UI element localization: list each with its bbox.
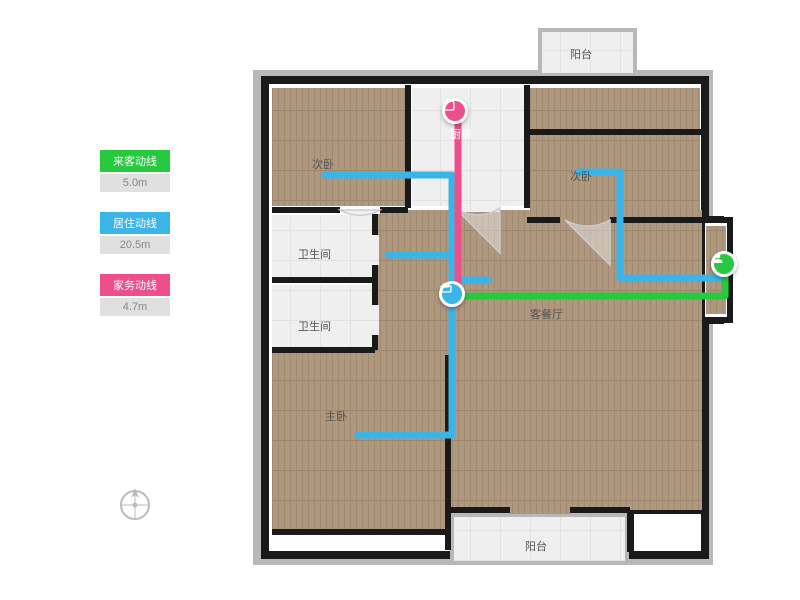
room-bathroom-2 [272,285,372,347]
label-living: 客餐厅 [530,306,563,322]
floorplan: 阳台 厨房 次卧 次卧 卫生间 卫生间 主卧 客餐厅 阳台 [230,20,750,580]
room-kitchen [412,88,525,206]
legend-panel: 来客动线 5.0m 居住动线 20.5m 家务动线 4.7m [100,150,170,336]
compass-icon [115,485,155,530]
legend-item-living: 居住动线 20.5m [100,212,170,254]
legend-item-guest: 来客动线 5.0m [100,150,170,192]
legend-label-guest: 来客动线 [100,150,170,172]
legend-label-chore: 家务动线 [100,274,170,296]
room-bedroom-left [272,88,405,206]
room-master [272,355,447,530]
legend-value-living: 20.5m [100,236,170,254]
legend-label-living: 居住动线 [100,212,170,234]
legend-value-chore: 4.7m [100,298,170,316]
guest-icon [711,251,737,277]
label-bedroom-right: 次卧 [570,168,592,184]
label-balcony-top: 阳台 [570,46,592,62]
label-balcony-bottom: 阳台 [525,538,547,554]
label-bathroom-2: 卫生间 [298,318,331,334]
floorplan-svg [230,20,750,580]
label-kitchen: 厨房 [450,126,472,142]
legend-value-guest: 5.0m [100,174,170,192]
label-master: 主卧 [325,408,347,424]
living-icon [439,281,465,307]
label-bedroom-left: 次卧 [312,156,334,172]
chore-icon [442,98,468,124]
legend-item-chore: 家务动线 4.7m [100,274,170,316]
label-bathroom-1: 卫生间 [298,246,331,262]
room-bedroom-right [530,135,700,220]
